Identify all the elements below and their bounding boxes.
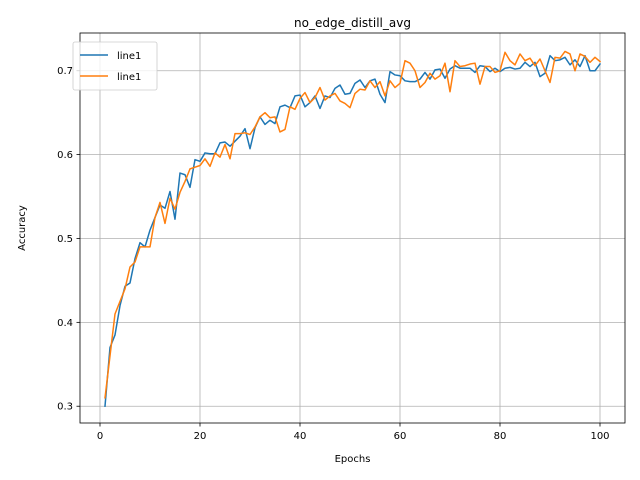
- y-axis-ticks: 0.3 0.4 0.5 0.6 0.7: [57, 66, 80, 413]
- legend-label-1: line1: [117, 51, 141, 62]
- legend: line1 line1: [72, 41, 158, 91]
- y-tick-label: 0.7: [57, 66, 73, 77]
- y-axis-label: Accuracy: [17, 205, 28, 251]
- chart-title: no_edge_distill_avg: [294, 16, 411, 30]
- series-line-2: [104, 50, 602, 399]
- x-tick-label: 20: [194, 431, 207, 442]
- y-tick-label: 0.4: [57, 318, 73, 329]
- x-axis-label: Epochs: [335, 454, 371, 465]
- x-tick-label: 80: [494, 431, 507, 442]
- legend-label-2: line1: [117, 72, 141, 83]
- axes-frame: [79, 32, 626, 424]
- x-tick-label: 40: [294, 431, 307, 442]
- y-tick-label: 0.6: [57, 150, 73, 161]
- series-line-1: [104, 54, 602, 408]
- y-tick-label: 0.5: [57, 234, 73, 245]
- x-tick-label: 100: [590, 431, 609, 442]
- x-axis-ticks: 0 20 40 60 80 100: [97, 423, 610, 442]
- y-tick-label: 0.3: [57, 402, 73, 413]
- series-group: [104, 50, 602, 408]
- legend-box: [72, 41, 158, 91]
- x-tick-label: 0: [97, 431, 103, 442]
- x-tick-label: 60: [394, 431, 407, 442]
- plot-area: [80, 33, 625, 423]
